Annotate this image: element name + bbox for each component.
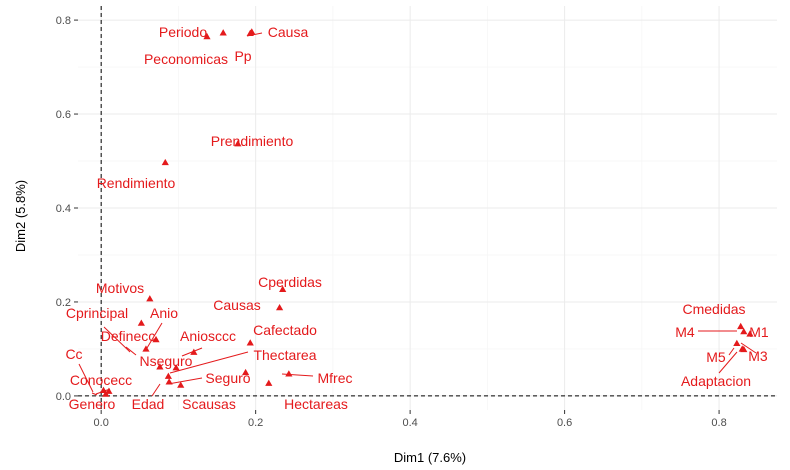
data-point	[246, 29, 254, 36]
label-connector	[740, 342, 757, 354]
data-point	[279, 285, 287, 292]
point-label: Peconomicas	[144, 51, 228, 67]
point-label: Seguro	[205, 370, 250, 386]
point-label: M5	[706, 349, 726, 365]
data-point	[246, 339, 254, 346]
point-label: Cafectado	[253, 322, 317, 338]
point-label: M4	[675, 324, 695, 340]
x-tick-label: 0.4	[402, 417, 417, 429]
label-connector	[146, 322, 163, 349]
data-point	[203, 32, 211, 40]
point-label: Prendimiento	[211, 133, 294, 149]
label-connector	[169, 351, 249, 374]
point-label: Conocecc	[70, 372, 132, 388]
point-label: Scausas	[182, 396, 236, 412]
point-label: Causas	[213, 297, 260, 313]
data-point	[746, 330, 754, 337]
point-label: Cprincipal	[66, 305, 128, 321]
y-tick-label: 0.6	[56, 109, 71, 121]
data-point	[152, 335, 160, 343]
data-point	[733, 339, 741, 346]
x-tick-label: 0.0	[94, 417, 109, 429]
x-axis-title: Dim1 (7.6%)	[394, 450, 466, 465]
y-axis-title: Dim2 (5.8%)	[13, 180, 28, 252]
label-connector	[91, 392, 98, 396]
point-label: Pp	[234, 48, 251, 64]
data-point	[190, 348, 198, 355]
data-point	[737, 322, 745, 330]
point-label: Edad	[132, 396, 165, 412]
point-label: Mfrec	[318, 370, 353, 386]
point-label: Cc	[65, 346, 82, 362]
data-point	[740, 345, 748, 353]
y-tick-label: 0.8	[56, 15, 71, 27]
point-label: Definecc	[101, 328, 155, 344]
point-labels: Periodo Causa Peconomicas Pp Prendimiento Ren…	[65, 24, 768, 412]
data-point	[275, 303, 284, 311]
point-label: M1	[749, 324, 769, 340]
point-label: Nseguro	[140, 353, 193, 369]
x-tick-label: 0.6	[557, 417, 572, 429]
point-label: Cmedidas	[682, 301, 745, 317]
y-tick-label: 0.2	[56, 297, 71, 309]
label-connectors	[78, 32, 757, 397]
label-connector	[78, 363, 94, 393]
point-label: Cperdidas	[258, 274, 322, 290]
y-tick-label: 0.0	[56, 391, 71, 403]
data-point	[142, 345, 150, 352]
label-connector	[728, 347, 735, 356]
data-point	[234, 140, 242, 147]
data-point	[265, 379, 273, 386]
point-label: Causa	[268, 24, 309, 40]
y-tick-label: 0.4	[56, 203, 71, 215]
point-label: Rendimiento	[97, 175, 176, 191]
point-label: Anio	[150, 305, 178, 321]
data-point	[242, 368, 250, 376]
point-label: Adaptacion	[681, 373, 751, 389]
data-point	[102, 390, 110, 397]
point-label: Aniosccc	[180, 328, 236, 344]
data-point	[172, 364, 180, 371]
data-point	[105, 387, 113, 394]
point-label: Genero	[69, 396, 116, 412]
data-points	[99, 28, 754, 397]
data-point	[219, 29, 227, 36]
label-connector	[125, 346, 137, 356]
point-label: Hectareas	[284, 396, 348, 412]
data-point	[164, 372, 172, 379]
label-connector	[718, 351, 738, 374]
data-point	[161, 158, 169, 166]
data-point	[156, 363, 164, 370]
data-point	[285, 370, 293, 377]
data-point	[137, 319, 145, 326]
data-point	[177, 381, 185, 388]
data-point	[165, 378, 173, 385]
x-tick-label: 0.8	[711, 417, 726, 429]
label-connector	[151, 383, 161, 397]
point-label: Thectarea	[253, 347, 316, 363]
point-label: Motivos	[96, 280, 144, 296]
label-connector	[103, 326, 131, 353]
point-label: Periodo	[159, 24, 207, 40]
axes: 0.0 0.2 0.4 0.6 0.8 0.0 0.2 0.4 0.6 0.8	[56, 6, 777, 429]
x-tick-label: 0.2	[248, 417, 263, 429]
data-point	[146, 295, 154, 302]
label-connector	[167, 377, 203, 385]
point-label: M3	[748, 348, 768, 364]
data-point	[740, 327, 748, 335]
